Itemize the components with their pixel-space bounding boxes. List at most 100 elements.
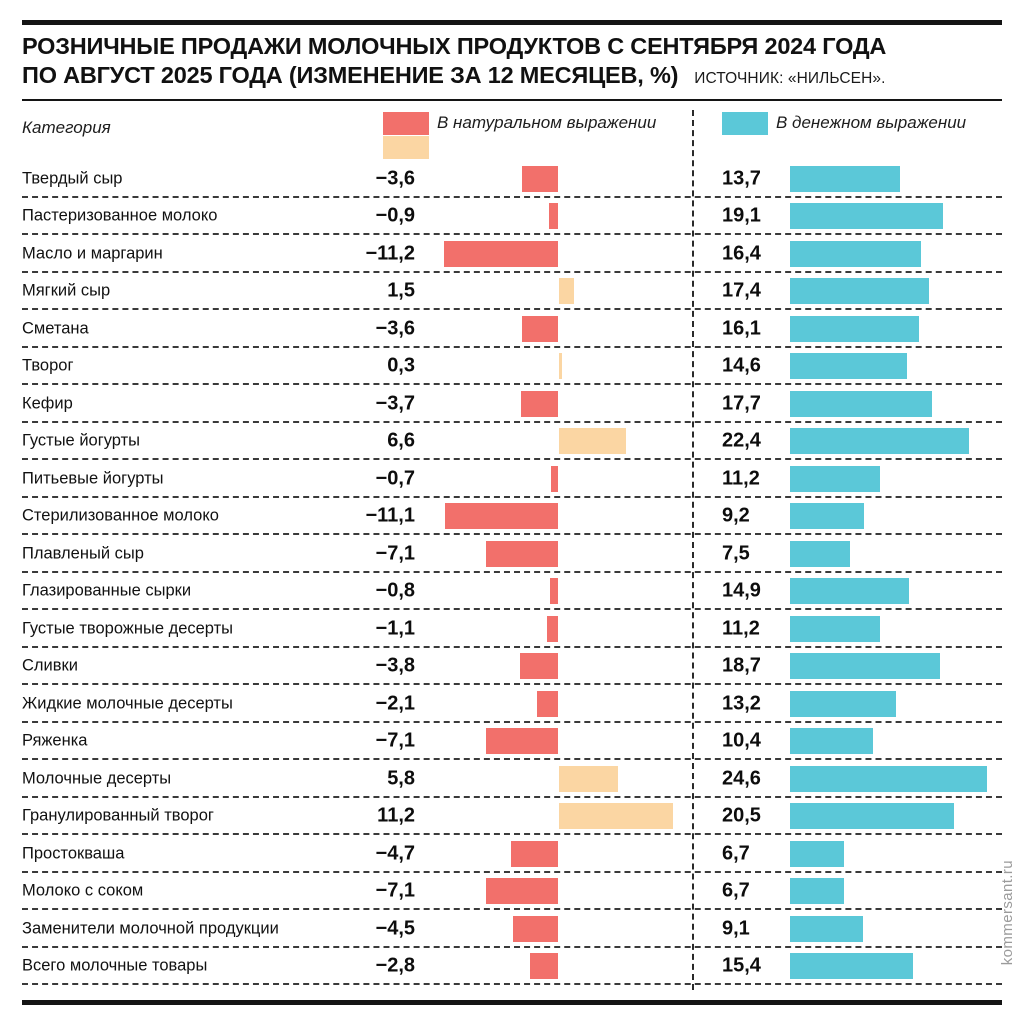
page-title-line2-wrap: ПО АВГУСТ 2025 ГОДА (ИЗМЕНЕНИЕ ЗА 12 МЕС… bbox=[22, 61, 1004, 93]
bar-money bbox=[790, 428, 970, 455]
table-row: Глазированные сырки −0,8 14,9 bbox=[0, 573, 1024, 610]
row-category-label: Масло и маргарин bbox=[22, 244, 163, 263]
row-value-money: 10,4 bbox=[722, 729, 761, 752]
watermark: kommersant.ru bbox=[999, 860, 1016, 966]
table-row: Простокваша −4,7 6,7 bbox=[0, 835, 1024, 873]
row-separator bbox=[22, 608, 1002, 610]
row-value-natural: −2,1 bbox=[375, 692, 415, 715]
row-value-money: 14,9 bbox=[722, 579, 761, 602]
page-title-line1: РОЗНИЧНЫЕ ПРОДАЖИ МОЛОЧНЫХ ПРОДУКТОВ С С… bbox=[22, 33, 887, 59]
row-value-natural: −7,1 bbox=[375, 729, 415, 752]
row-value-natural: −1,1 bbox=[375, 617, 415, 640]
row-value-money: 20,5 bbox=[722, 804, 761, 827]
row-separator bbox=[22, 758, 1002, 760]
row-separator bbox=[22, 270, 1002, 273]
table-row: Всего молочные товары −2,8 15,4 bbox=[0, 948, 1024, 985]
table-row: Мягкий сыр 1,5 17,4 bbox=[0, 273, 1024, 310]
bar-money bbox=[790, 240, 922, 267]
bar-natural-negative bbox=[486, 728, 559, 755]
row-separator bbox=[22, 458, 1002, 460]
table-row: Заменители молочной продукции −4,5 9,1 bbox=[0, 910, 1024, 948]
row-value-natural: −11,1 bbox=[365, 504, 415, 527]
row-category-label: Мягкий сыр bbox=[22, 281, 111, 300]
row-separator bbox=[22, 495, 1002, 498]
table-row: Молочные десерты 5,8 24,6 bbox=[0, 760, 1024, 798]
legend: Категория bbox=[0, 104, 1024, 160]
row-value-natural: −7,1 bbox=[375, 542, 415, 565]
bar-money bbox=[790, 915, 863, 942]
bar-money bbox=[790, 578, 910, 605]
row-value-money: 15,4 bbox=[722, 954, 761, 977]
table-row: Питьевые йогурты −0,7 11,2 bbox=[0, 460, 1024, 498]
row-separator bbox=[22, 383, 1002, 385]
row-category-label: Глазированные сырки bbox=[22, 581, 192, 600]
legend-swatch-negative bbox=[383, 112, 429, 135]
row-separator bbox=[22, 870, 1002, 873]
bar-natural-negative bbox=[521, 165, 559, 192]
bar-natural-negative bbox=[486, 540, 559, 567]
row-category-label: Сметана bbox=[22, 319, 89, 338]
column-header-category: Категория bbox=[22, 118, 111, 137]
row-value-money: 16,4 bbox=[722, 242, 761, 265]
row-value-money: 11,2 bbox=[722, 467, 760, 490]
row-separator bbox=[22, 533, 1002, 535]
row-category-label: Густые йогурты bbox=[22, 431, 141, 450]
row-value-money: 14,6 bbox=[722, 354, 761, 377]
bar-natural-negative bbox=[486, 878, 559, 905]
bar-natural-negative bbox=[510, 840, 559, 867]
row-separator bbox=[22, 795, 1002, 798]
table-row: Гранулированный творог 11,2 20,5 bbox=[0, 798, 1024, 835]
row-value-money: 24,6 bbox=[722, 767, 761, 790]
bar-natural-negative bbox=[520, 390, 559, 417]
row-value-natural: −3,6 bbox=[375, 317, 415, 340]
bar-money bbox=[790, 278, 930, 305]
row-category-label: Творог bbox=[22, 356, 74, 375]
row-separator bbox=[22, 420, 1002, 423]
bottom-rule bbox=[22, 1000, 1002, 1005]
row-value-money: 13,2 bbox=[722, 692, 761, 715]
table-row: Плавленый сыр −7,1 7,5 bbox=[0, 535, 1024, 573]
row-value-natural: −7,1 bbox=[375, 879, 415, 902]
table-row: Кефир −3,7 17,7 bbox=[0, 385, 1024, 423]
bar-natural-positive bbox=[558, 278, 574, 305]
row-separator bbox=[22, 308, 1002, 310]
bar-natural-positive bbox=[558, 803, 673, 830]
row-separator bbox=[22, 683, 1002, 685]
row-category-label: Молочные десерты bbox=[22, 769, 172, 788]
bar-money bbox=[790, 728, 874, 755]
row-value-money: 6,7 bbox=[722, 842, 750, 865]
bar-natural-positive bbox=[558, 353, 562, 380]
bar-natural-negative bbox=[537, 690, 559, 717]
row-category-label: Ряженка bbox=[22, 731, 88, 750]
table-row: Стерилизованное молоко −11,1 9,2 bbox=[0, 498, 1024, 535]
row-category-label: Плавленый сыр bbox=[22, 544, 144, 563]
bar-natural-negative bbox=[521, 315, 559, 342]
bar-money bbox=[790, 803, 954, 830]
bar-natural-positive bbox=[558, 428, 626, 455]
row-value-natural: −3,8 bbox=[375, 654, 415, 677]
row-value-natural: −3,7 bbox=[375, 392, 415, 415]
row-separator bbox=[22, 720, 1002, 723]
row-separator bbox=[22, 983, 1002, 985]
bar-natural-negative bbox=[512, 915, 559, 942]
row-value-money: 7,5 bbox=[722, 542, 750, 565]
row-value-natural: −4,7 bbox=[375, 842, 415, 865]
row-separator bbox=[22, 645, 1002, 648]
row-value-money: 9,2 bbox=[722, 504, 750, 527]
row-separator bbox=[22, 908, 1002, 910]
row-category-label: Заменители молочной продукции bbox=[22, 919, 279, 938]
bar-natural-negative bbox=[519, 653, 559, 680]
table-row: Жидкие молочные десерты −2,1 13,2 bbox=[0, 685, 1024, 723]
row-separator bbox=[22, 233, 1002, 235]
row-value-money: 17,4 bbox=[722, 279, 761, 302]
table-row: Масло и маргарин −11,2 16,4 bbox=[0, 235, 1024, 273]
title-underline-rule bbox=[22, 99, 1002, 101]
row-category-label: Кефир bbox=[22, 394, 73, 413]
bar-money bbox=[790, 390, 932, 417]
bar-natural-negative bbox=[550, 578, 559, 605]
bar-money bbox=[790, 503, 864, 530]
bar-natural-negative bbox=[529, 953, 559, 980]
page-title-line2: ПО АВГУСТ 2025 ГОДА (ИЗМЕНЕНИЕ ЗА 12 МЕС… bbox=[22, 62, 679, 88]
row-value-natural: −11,2 bbox=[365, 242, 415, 265]
